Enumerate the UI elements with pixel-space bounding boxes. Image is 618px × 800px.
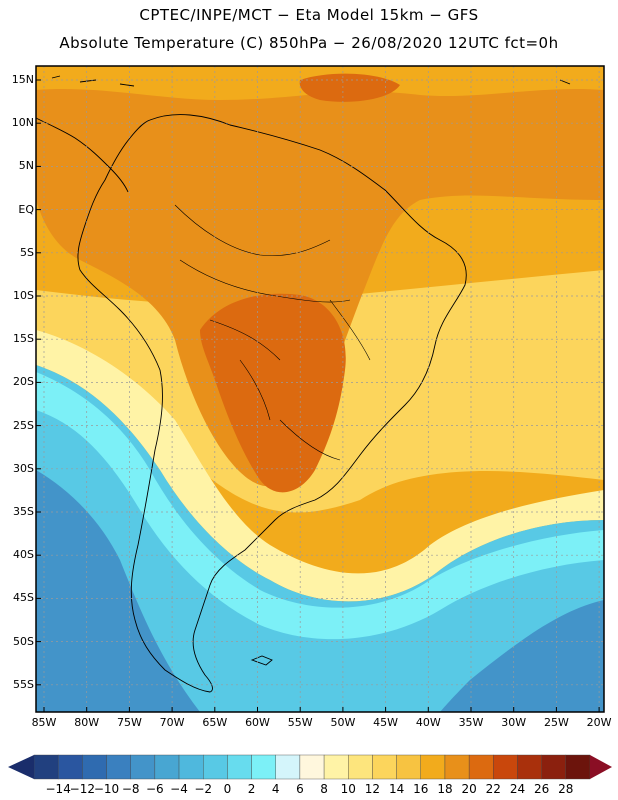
longitude-label: 40W [415, 716, 441, 729]
colorbar-cell [251, 754, 276, 780]
colorbar-tick-label: 16 [413, 782, 429, 796]
hot-core-region [200, 73, 400, 493]
longitude-label: 25W [543, 716, 569, 729]
colorbar-tick-label: 12 [364, 782, 381, 796]
colorbar-tick-label: −8 [121, 782, 140, 796]
colorbar-tick-label: 6 [296, 782, 304, 796]
colorbar-tick-label: 10 [340, 782, 356, 796]
colorbar-cell [227, 754, 252, 780]
longitude-label: 65W [202, 716, 228, 729]
cold-ocean-region [36, 470, 604, 712]
longitude-label: 55W [287, 716, 313, 729]
colorbar-cell [106, 754, 131, 780]
colorbar-cell [541, 754, 567, 780]
colorbar-cell [203, 754, 228, 780]
colorbar-cell [444, 754, 470, 780]
colorbar-cell [275, 754, 301, 780]
colorbar-cell [33, 754, 59, 780]
latitude-label: 45S [13, 591, 34, 605]
colorbar-cell [565, 754, 591, 780]
colorbar-tick-label: −6 [146, 782, 164, 796]
colorbar-tick-label: 4 [271, 782, 280, 796]
colorbar-tick-label: −10 [93, 782, 120, 796]
cyan-band [36, 372, 604, 640]
colorbar-tick-label: 0 [223, 782, 232, 796]
latitude-label: 20S [13, 375, 34, 389]
central-america-coast [36, 117, 129, 193]
colorbar-cell [154, 754, 180, 780]
latitude-label: EQ [18, 202, 34, 216]
latitude-label: 15N [11, 73, 34, 86]
colorbar-cell [57, 754, 83, 780]
chart-title-line2: Absolute Temperature (C) 850hPa − 26/08/… [59, 34, 559, 52]
colorbar-tick-label: −2 [194, 782, 213, 796]
longitude-label: 85W [31, 716, 57, 729]
pale-transition-band [36, 330, 604, 602]
south-america-coast [77, 114, 467, 693]
latitude-label: 30S [13, 461, 34, 475]
latitude-label: 15S [13, 332, 34, 346]
colorbar-cell [178, 754, 204, 780]
latitude-label: 40S [13, 548, 34, 562]
colorbar-cell [130, 754, 156, 780]
map-frame [35, 65, 605, 713]
latitude-label: 25S [13, 418, 34, 432]
latitude-label: 5N [18, 159, 34, 173]
longitude-label: 30W [501, 716, 527, 729]
longitude-label: 35W [458, 716, 484, 729]
colorbar-cell [323, 754, 349, 780]
longitude-label: 45W [373, 716, 399, 729]
caribbean-islands [51, 75, 571, 87]
colorbar-cell [517, 754, 542, 780]
colorbar-tick-label: 14 [388, 782, 405, 796]
colorbar-tick-label: −14 [45, 782, 71, 796]
colorbar-tick-label: 26 [534, 782, 550, 796]
colorbar-right-arrow [590, 755, 612, 779]
colorbar-tick-label: 20 [461, 782, 477, 796]
colorbar-cell [299, 754, 325, 780]
colorbar-left-arrow [8, 755, 34, 779]
temperature-field [36, 66, 604, 712]
latitude-label: 5S [20, 245, 34, 259]
colorbar-cell [468, 754, 494, 780]
axis-ticks [36, 79, 600, 712]
colorbar-cell [420, 754, 446, 780]
chart-title-line1: CPTEC/INPE/MCT − Eta Model 15km − GFS [139, 6, 479, 24]
colorbar-tick-label: 28 [558, 782, 574, 796]
longitude-label: 50W [330, 716, 356, 729]
colorbar-cell [348, 754, 373, 780]
colorbar-tick-label: 24 [509, 782, 526, 796]
colorbar-tick-label: 8 [320, 782, 328, 796]
colorbar-cell [82, 754, 107, 780]
colorbar-cell [396, 754, 421, 780]
latitude-label: 50S [13, 634, 34, 648]
colorbar-cell [372, 754, 397, 780]
longitude-label: 20W [586, 716, 612, 729]
latitude-label: 55S [13, 677, 34, 691]
falkland-islands [250, 655, 273, 666]
latitude-label: 35S [13, 505, 34, 518]
coastlines [36, 75, 571, 693]
latitude-label: 10N [11, 116, 34, 130]
longitude-label: 70W [159, 716, 185, 729]
colorbar-tick-label: −4 [170, 782, 188, 796]
longitude-label: 60W [245, 716, 270, 729]
longitude-label: 80W [74, 716, 100, 729]
cool-ocean-region [36, 365, 604, 712]
longitude-label: 75W [116, 716, 142, 729]
colorbar-tick-label: 22 [485, 782, 501, 796]
country-borders [174, 204, 371, 461]
colorbar-tick-label: −12 [69, 782, 95, 796]
colorbar-cell [493, 754, 518, 780]
colorbar-tick-label: 18 [437, 782, 453, 796]
tropical-land-region [36, 88, 604, 487]
colorbar-tick-label: 2 [247, 782, 256, 796]
latitude-label: 10S [13, 289, 34, 302]
